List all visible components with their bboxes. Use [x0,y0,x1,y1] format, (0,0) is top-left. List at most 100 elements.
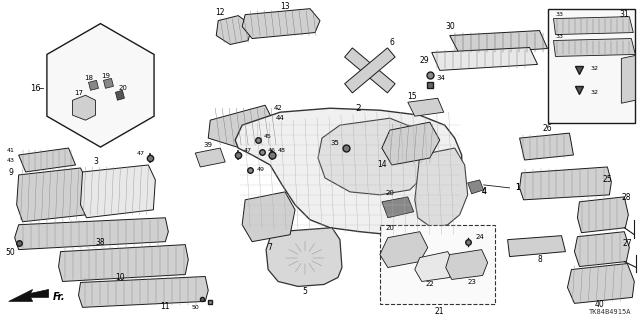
Polygon shape [59,244,188,282]
Polygon shape [17,168,88,222]
Polygon shape [345,48,395,93]
Text: 16: 16 [30,84,41,93]
Polygon shape [621,55,636,103]
Text: 33: 33 [556,12,563,17]
Polygon shape [345,48,395,93]
Polygon shape [508,236,566,257]
Text: 13: 13 [280,2,290,11]
Polygon shape [15,218,168,250]
Text: 42: 42 [274,105,282,111]
Text: 38: 38 [95,238,106,247]
Text: TK84B4915A: TK84B4915A [589,309,631,315]
Text: 24: 24 [476,234,484,240]
Text: 32: 32 [591,90,598,95]
Text: 8: 8 [537,255,542,264]
Text: 21: 21 [435,307,445,316]
Polygon shape [104,78,113,88]
Text: 41: 41 [7,148,15,153]
Text: 50: 50 [191,305,199,310]
Polygon shape [208,105,278,148]
Text: 25: 25 [603,175,612,184]
Polygon shape [577,197,628,233]
Polygon shape [88,80,99,90]
Text: 3: 3 [93,157,98,166]
Text: 29: 29 [420,56,429,65]
Text: 44: 44 [276,115,284,121]
Polygon shape [415,148,468,228]
Text: 11: 11 [161,302,170,311]
Polygon shape [19,148,76,172]
Text: 33: 33 [556,34,563,39]
Polygon shape [415,252,454,282]
Text: 20: 20 [385,225,394,231]
Text: 7: 7 [268,243,273,252]
Polygon shape [408,98,444,116]
Polygon shape [216,16,252,44]
Text: 23: 23 [467,279,476,285]
Text: 18: 18 [84,75,93,81]
Text: 28: 28 [621,193,631,202]
Polygon shape [520,167,611,200]
Polygon shape [195,148,225,167]
Polygon shape [468,180,484,194]
Text: 12: 12 [216,8,225,17]
Text: Fr.: Fr. [52,292,65,302]
Text: 48: 48 [278,148,286,153]
Polygon shape [382,197,414,218]
Text: 4: 4 [481,188,486,196]
Text: 19: 19 [101,73,110,79]
Polygon shape [554,38,636,56]
Text: 32: 32 [591,66,598,71]
Text: 20: 20 [119,85,128,91]
Text: 39: 39 [204,142,212,148]
Polygon shape [575,232,629,267]
Polygon shape [115,90,124,100]
Polygon shape [235,108,461,235]
Ellipse shape [284,239,326,276]
Text: 26: 26 [543,124,552,132]
Bar [380,225,495,304]
Polygon shape [81,165,156,218]
Text: 20: 20 [385,190,394,196]
Text: 9: 9 [8,168,13,178]
Polygon shape [445,250,488,279]
Polygon shape [568,264,634,303]
Text: 1: 1 [515,183,520,192]
Text: 40: 40 [595,300,604,309]
Polygon shape [432,47,538,70]
Text: 27: 27 [623,239,632,248]
Polygon shape [9,289,49,301]
Polygon shape [266,228,342,286]
Polygon shape [242,192,295,242]
Text: 47: 47 [136,150,145,156]
Text: 15: 15 [407,92,417,101]
Text: 31: 31 [620,10,629,19]
Text: 46: 46 [268,148,276,153]
Polygon shape [79,276,208,307]
Text: 49: 49 [257,167,265,172]
Text: 4: 4 [481,188,486,196]
Polygon shape [554,17,634,35]
Polygon shape [380,232,428,268]
Text: 17: 17 [74,90,83,96]
Polygon shape [47,24,154,147]
Text: 43: 43 [6,157,15,163]
Text: 34: 34 [436,75,445,81]
Text: 5: 5 [303,287,307,296]
Text: 30: 30 [446,22,456,31]
Bar [547,9,636,123]
Text: 6: 6 [389,38,394,47]
Text: 35: 35 [330,140,339,146]
Text: 50: 50 [6,248,15,257]
Text: 2: 2 [355,104,361,113]
Text: 14: 14 [377,160,387,170]
Text: 1: 1 [515,183,520,192]
Polygon shape [72,95,95,120]
Text: 22: 22 [426,282,434,287]
Text: 47: 47 [244,148,252,153]
Text: 45: 45 [264,134,272,139]
Polygon shape [450,31,547,54]
Polygon shape [382,122,440,165]
Text: 10: 10 [116,273,125,282]
Polygon shape [520,133,573,160]
